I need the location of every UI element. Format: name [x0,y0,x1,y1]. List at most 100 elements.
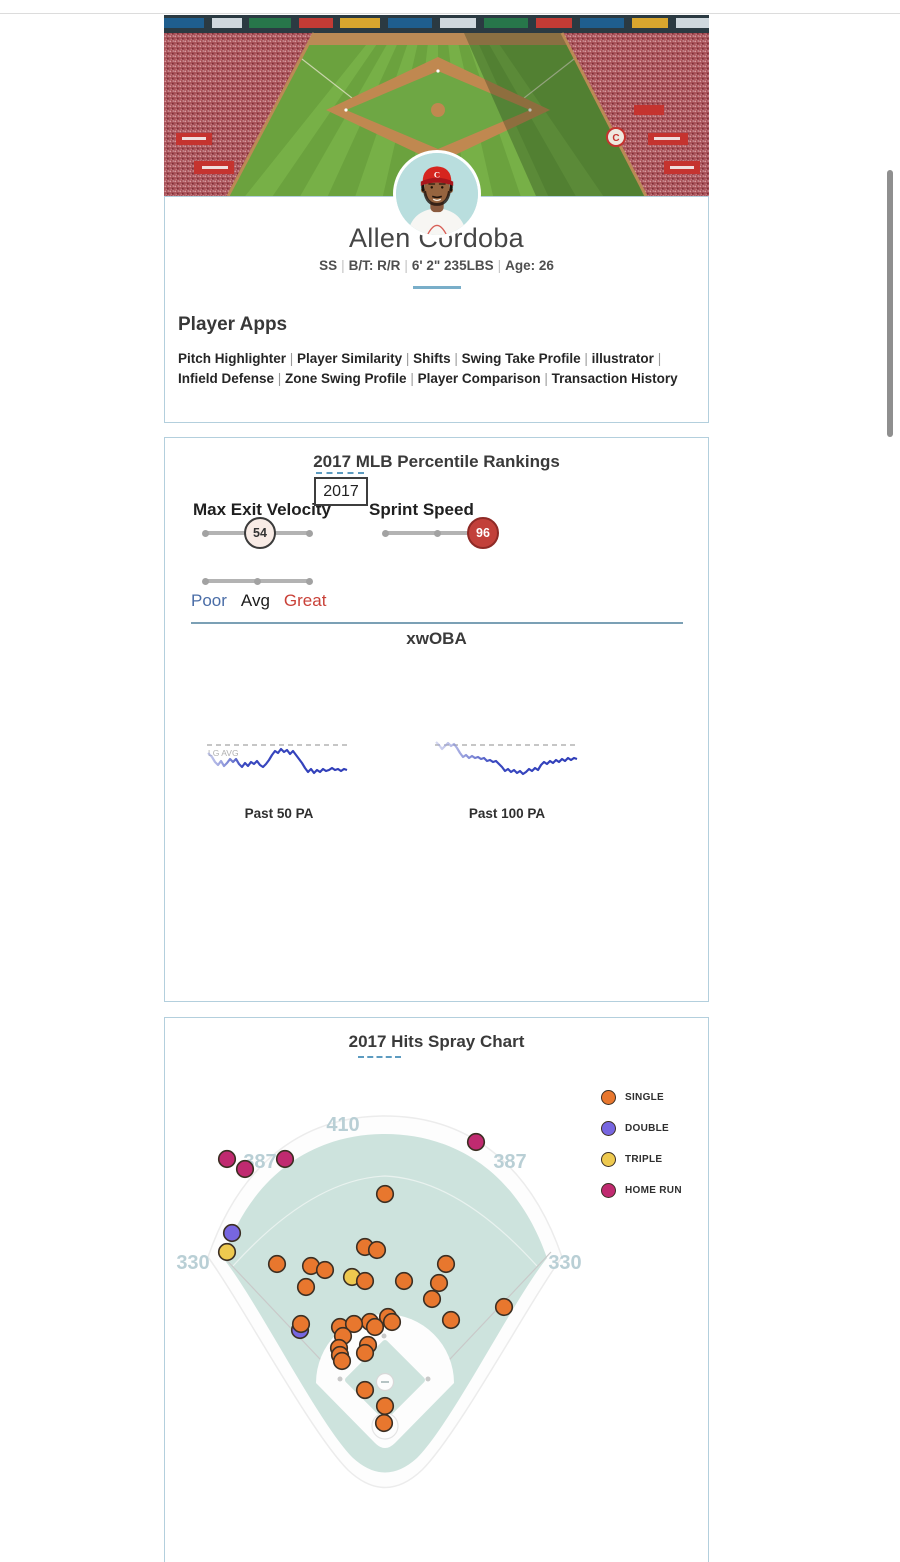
hit-point-home-run[interactable] [217,1149,237,1169]
hit-point-single[interactable] [365,1317,385,1337]
separator: | [540,371,552,386]
name-underline [412,286,461,289]
percentile-title: 2017 MLB Percentile Rankings [313,452,560,471]
xwoba-line [435,741,578,776]
player-info-part: Age: 26 [505,258,554,273]
legend-item-double[interactable]: DOUBLE [601,1121,682,1136]
svg-text:C: C [434,169,440,179]
hit-point-single[interactable] [355,1271,375,1291]
legend-label: TRIPLE [625,1154,663,1165]
hit-point-single[interactable] [375,1184,395,1204]
track-dot [306,529,313,537]
scale-label-poor: Poor [191,591,227,610]
scale-label-great: Great [283,591,327,610]
distance-left-line: 330 [176,1252,209,1274]
app-link-zone-swing-profile[interactable]: Zone Swing Profile [285,371,407,386]
max-exit-velocity-badge[interactable]: 54 [244,517,276,549]
sprint-speed-track [382,529,473,537]
player-avatar: C [393,150,481,238]
player-info-part: SS [319,258,338,273]
player-info-part: B/T: R/R [348,258,401,273]
hit-point-home-run[interactable] [235,1159,255,1179]
hit-point-single[interactable] [394,1271,414,1291]
hit-point-single[interactable] [441,1310,461,1330]
legend-item-home-run[interactable]: HOME RUN [601,1183,682,1198]
hit-point-triple[interactable] [217,1242,237,1262]
spray-chart-card: 2017 Hits Spray Chart SINGLE DOUBLE TRIPLE… [164,1017,709,1562]
separator: | [406,371,418,386]
scrollbar-thumb[interactable] [887,170,893,437]
hit-point-single[interactable] [355,1380,375,1400]
chart-caption-past-50: Past 50 PA [244,806,314,821]
legend-item-single[interactable]: SINGLE [601,1090,682,1105]
stadium-photo: C [164,15,709,196]
hit-point-single[interactable] [382,1312,402,1332]
app-link-illustrator[interactable]: illustrator [591,351,654,366]
track-dot [382,529,389,537]
hit-point-single[interactable] [332,1351,352,1371]
track-dot [202,529,209,537]
separator: | [404,258,408,273]
separator: | [653,351,662,366]
separator: | [450,351,462,366]
svg-text:C: C [612,133,619,144]
crowd-banners [176,105,700,174]
hit-point-single[interactable] [422,1289,442,1309]
hit-points [217,1132,514,1433]
sprint-speed-badge[interactable]: 96 [467,517,499,549]
spray-legend: SINGLE DOUBLE TRIPLE HOME RUN [601,1090,682,1214]
xwoba-divider [191,622,683,624]
hit-point-single[interactable] [355,1343,375,1363]
track-dot [434,529,441,537]
hit-point-double[interactable] [222,1223,242,1243]
percentile-title-dashes [316,472,364,474]
distance-right-line: 330 [548,1252,581,1274]
hit-point-single[interactable] [494,1297,514,1317]
hit-point-single[interactable] [291,1314,311,1334]
separator: | [341,258,345,273]
home-run-swatch [601,1183,616,1198]
track-dot [306,577,313,585]
first-base [425,1376,431,1382]
separator: | [286,351,298,366]
hit-point-single[interactable] [429,1273,449,1293]
app-link-infield-defense[interactable]: Infield Defense [178,371,275,386]
hit-point-single[interactable] [375,1396,395,1416]
app-link-pitch-highlighter[interactable]: Pitch Highlighter [178,351,286,366]
legend-label: DOUBLE [625,1123,670,1134]
percentile-card: 2017 MLB Percentile Rankings 2017 Max Ex… [164,437,709,1002]
separator: | [274,371,286,386]
hit-point-single[interactable] [267,1254,287,1274]
lg-avg-label: LG AVG [208,748,239,758]
scale-labels: Poor Avg Great [191,591,326,611]
hit-point-single[interactable] [367,1240,387,1260]
app-link-transaction-history[interactable]: Transaction History [551,371,678,386]
track-dot [202,577,209,585]
hit-point-single[interactable] [344,1314,364,1334]
hit-point-single[interactable] [315,1260,335,1280]
app-link-shifts[interactable]: Shifts [413,351,451,366]
track-dot [254,577,261,585]
hit-point-single[interactable] [436,1254,456,1274]
distance-right-alley: 387 [493,1151,526,1173]
hit-point-single[interactable] [296,1277,316,1297]
player-info: SS | B/T: R/R | 6' 2" 235LBS | Age: 26 [165,258,708,273]
hit-point-home-run[interactable] [275,1149,295,1169]
spray-title-dashes [358,1056,401,1058]
app-link-player-comparison[interactable]: Player Comparison [417,371,541,386]
app-link-swing-take-profile[interactable]: Swing Take Profile [461,351,581,366]
single-swatch [601,1090,616,1105]
xwoba-chart-past-100 [435,741,579,776]
legend-item-triple[interactable]: TRIPLE [601,1152,682,1167]
year-select[interactable]: 2017 [314,477,368,506]
hit-point-home-run[interactable] [466,1132,486,1152]
hit-point-single[interactable] [374,1413,394,1433]
player-apps-links: Pitch Highlighter | Player Similarity | … [178,349,700,389]
separator: | [497,258,502,273]
app-link-player-similarity[interactable]: Player Similarity [297,351,403,366]
scale-track [202,577,313,585]
legend-label: HOME RUN [625,1185,682,1196]
xwoba-line [207,747,348,775]
player-apps-title: Player Apps [178,314,288,335]
